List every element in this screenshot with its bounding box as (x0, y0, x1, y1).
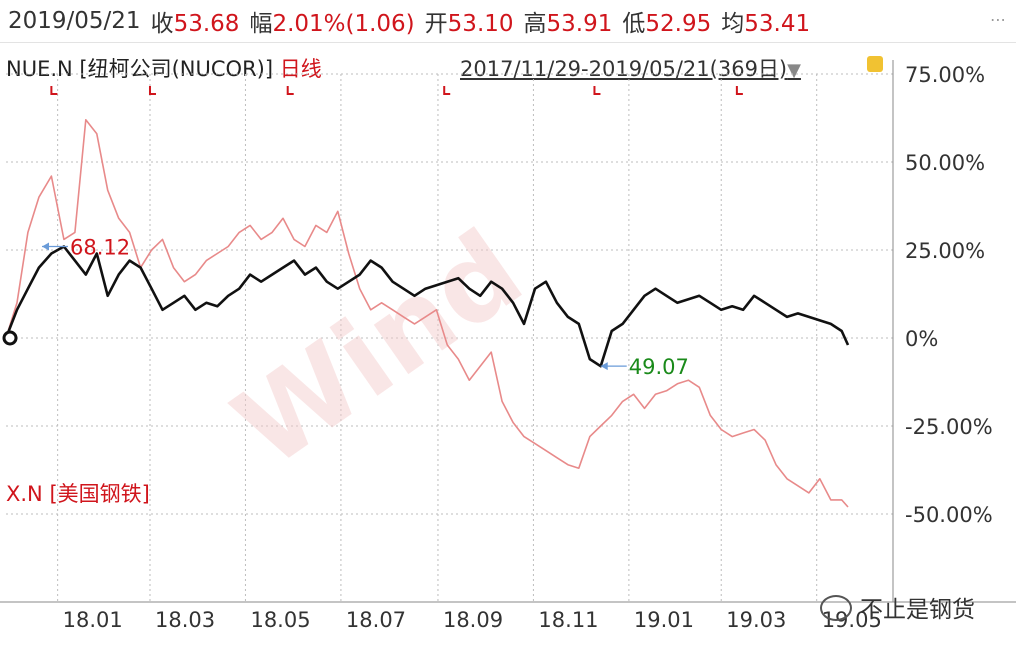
x-tick-label: 18.05 (250, 608, 310, 632)
more-icon[interactable]: ⋯ (990, 10, 1006, 29)
ticker-name: NUE.N [纽柯公司(NUCOR)] (6, 57, 274, 81)
quote-high: 高53.91 (524, 4, 613, 38)
close-value: 53.68 (173, 11, 240, 37)
event-marker (286, 86, 294, 95)
dropdown-arrow-icon[interactable]: ▼ (787, 60, 801, 81)
ticker-label: NUE.N [纽柯公司(NUCOR)] 日线 (6, 53, 322, 83)
event-marker (148, 86, 156, 95)
annotation-arrowhead (41, 242, 49, 251)
quote-low: 低52.95 (622, 4, 711, 38)
open-label: 开 (424, 11, 448, 37)
low-value: 52.95 (645, 11, 712, 37)
event-marker (443, 86, 451, 95)
x-tick-label: 18.03 (155, 608, 215, 632)
grid-lines (6, 73, 893, 602)
annotation-label: 68.12 (70, 235, 130, 259)
annotation-layer: 68.12 49.07 (41, 86, 743, 379)
x-tick-label: 19.03 (726, 608, 786, 632)
x-tick-label: 18.01 (63, 608, 123, 632)
high-value: 53.91 (546, 11, 613, 37)
start-marker (2, 330, 18, 346)
event-marker (50, 86, 58, 95)
change-label: 幅 (249, 11, 273, 37)
quote-close: 收53.68 (151, 4, 240, 38)
event-marker (735, 86, 743, 95)
wechat-source: 不止是钢货 (820, 590, 975, 624)
y-tick-label: 0% (905, 327, 938, 351)
lock-icon[interactable] (867, 56, 883, 72)
x-tick-label: 18.11 (538, 608, 598, 632)
annotation-arrowhead (600, 362, 608, 371)
series-line-nue-n (4, 245, 850, 368)
event-marker (593, 86, 601, 95)
quote-bar: 2019/05/21 收53.68 幅2.01%(1.06) 开53.10 高5… (0, 0, 1016, 43)
x-tick-label: 18.09 (443, 608, 503, 632)
wechat-icon (820, 595, 852, 621)
source-label: 不止是钢货 (860, 597, 975, 623)
secondary-series-label: X.N [美国钢铁] (6, 482, 150, 506)
avg-value: 53.41 (744, 11, 811, 37)
quote-open: 开53.10 (425, 4, 514, 38)
change-value: 2.01%(1.06) (272, 11, 415, 37)
info-row: NUE.N [纽柯公司(NUCOR)] 日线 2017/11/29-2019/0… (0, 53, 900, 83)
x-tick-label: 19.01 (634, 608, 694, 632)
period-label[interactable]: 日线 (279, 57, 322, 81)
y-tick-label: -50.00% (905, 503, 993, 527)
y-tick-label: 25.00% (905, 239, 985, 263)
open-value: 53.10 (447, 11, 514, 37)
date-range-text: 2017/11/29-2019/05/21(369日) (460, 57, 788, 81)
quote-avg: 均53.41 (721, 4, 810, 38)
y-tick-label: 50.00% (905, 151, 985, 175)
close-label: 收 (150, 11, 174, 37)
avg-label: 均 (721, 11, 745, 37)
y-tick-label: -25.00% (905, 415, 993, 439)
x-tick-label: 18.07 (346, 608, 406, 632)
low-label: 低 (622, 11, 646, 37)
series-layer (2, 119, 850, 508)
high-label: 高 (523, 11, 547, 37)
watermark: Wind (212, 206, 544, 492)
annotation-label: 49.07 (629, 355, 689, 379)
quote-change: 幅2.01%(1.06) (249, 4, 414, 38)
y-tick-label: 75.00% (905, 63, 985, 87)
axis-layer: 75.00% 50.00% 25.00% 0% -25.00% -50.00% 18.01 1… (0, 60, 1016, 632)
series-line-x-n (5, 119, 849, 508)
date-range[interactable]: 2017/11/29-2019/05/21(369日)▼ (460, 53, 801, 83)
quote-date: 2019/05/21 (8, 8, 141, 34)
